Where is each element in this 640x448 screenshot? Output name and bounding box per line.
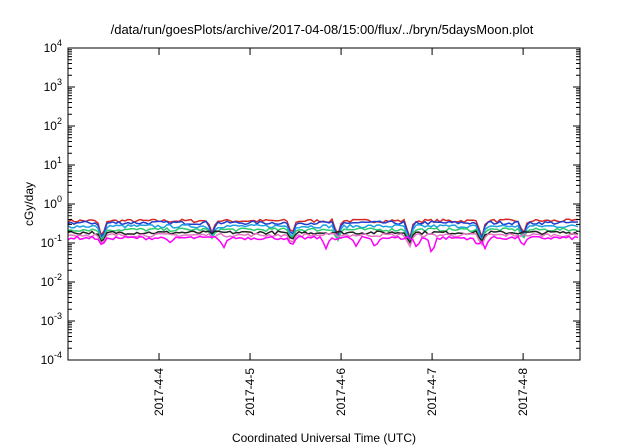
x-axis: 2017-4-4 2017-4-5 2017-4-6 2017-4-7 2017-4-8 bbox=[152, 48, 530, 416]
x-tick-label: 2017-4-4 bbox=[152, 368, 166, 416]
chart-title: /data/run/goesPlots/archive/2017-04-08/1… bbox=[111, 22, 534, 37]
y-tick-label: 104 bbox=[44, 38, 62, 55]
series-line-4 bbox=[67, 226, 579, 244]
y-tick-label: 10-1 bbox=[41, 233, 62, 250]
y-tick-label: 10-4 bbox=[41, 350, 62, 367]
y-tick-label: 10-2 bbox=[41, 272, 62, 289]
y-tick-label: 102 bbox=[44, 116, 62, 133]
series-line-5 bbox=[67, 230, 579, 245]
series-line-6 bbox=[67, 232, 579, 249]
x-tick-label: 2017-4-8 bbox=[516, 368, 530, 416]
y-axis-label: cGy/day bbox=[22, 182, 36, 226]
x-axis-label: Coordinated Universal Time (UTC) bbox=[232, 431, 416, 445]
series-layer bbox=[67, 217, 579, 254]
y-tick-label: 103 bbox=[44, 77, 62, 94]
y-axis: 10-4 10-3 10-2 10-1 100 101 102 103 104 bbox=[41, 38, 580, 367]
y-tick-label: 100 bbox=[44, 194, 62, 211]
y-tick-label: 101 bbox=[44, 155, 62, 172]
x-tick-label: 2017-4-7 bbox=[425, 368, 439, 416]
series-line-3 bbox=[67, 223, 579, 245]
series-line-7 bbox=[67, 235, 579, 254]
y-tick-label: 10-3 bbox=[41, 311, 62, 328]
plot-frame bbox=[67, 47, 581, 361]
series-line-2 bbox=[67, 220, 579, 243]
x-tick-label: 2017-4-5 bbox=[243, 368, 257, 416]
x-tick-label: 2017-4-6 bbox=[334, 368, 348, 416]
